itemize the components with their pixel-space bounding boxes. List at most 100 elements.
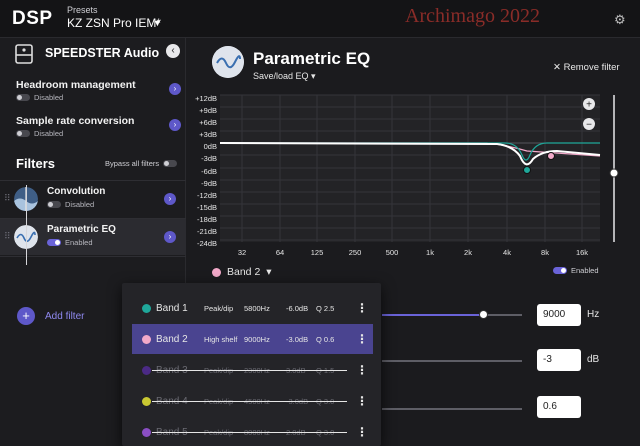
- chevron-down-icon[interactable]: ▼: [153, 18, 162, 28]
- parametric-eq-toggle[interactable]: [47, 239, 61, 246]
- add-filter-icon[interactable]: +: [17, 307, 35, 325]
- band-menu-item[interactable]: Band 3 Peak/dip 2300Hz 3.0dB Q 1.5 ⋮: [132, 355, 373, 385]
- band-menu-item[interactable]: Band 2 High shelf 9000Hz -3.0dB Q 0.6 ⋮: [132, 324, 373, 354]
- band-color-dot: [142, 396, 151, 406]
- speaker-icon: [15, 44, 33, 64]
- y-tick: +3dB: [199, 130, 217, 139]
- remove-filter-button[interactable]: ✕ Remove filter: [553, 62, 620, 73]
- band-toggle[interactable]: [553, 267, 567, 274]
- x-tick: 64: [275, 248, 285, 257]
- band-1-handle[interactable]: [523, 166, 531, 174]
- chevron-right-icon[interactable]: ›: [169, 119, 181, 131]
- y-tick: -6dB: [201, 167, 217, 176]
- band-enabled-label: Enabled: [571, 266, 599, 275]
- zoom-in-button[interactable]: +: [583, 98, 595, 111]
- output-gain-knob[interactable]: [609, 168, 619, 178]
- band-selector[interactable]: Band 2 ▾: [212, 266, 272, 278]
- filter-chain-line: [26, 185, 27, 265]
- page-title: Parametric EQ: [253, 49, 371, 68]
- sample-rate-setting[interactable]: Sample rate conversion Disabled ›: [16, 115, 181, 138]
- gain-unit: dB: [587, 354, 600, 365]
- band-enabled-toggle[interactable]: Enabled: [553, 266, 599, 275]
- filter-item-convolution[interactable]: ⠿ Convolution Disabled ›: [0, 181, 186, 217]
- band-frequency: 9000Hz: [244, 334, 270, 344]
- more-vertical-icon[interactable]: ⋮: [356, 425, 368, 439]
- eq-curve-icon: [212, 46, 244, 78]
- add-filter-button[interactable]: Add filter: [45, 311, 85, 322]
- frequency-input[interactable]: 9000: [537, 304, 581, 326]
- drag-handle-icon[interactable]: ⠿: [4, 231, 11, 241]
- remove-filter-label: Remove filter: [563, 62, 620, 73]
- band-color-dot: [142, 303, 151, 313]
- gain-slider-track[interactable]: [382, 360, 522, 362]
- y-tick: -15dB: [196, 203, 217, 212]
- device-name: SPEEDSTER Audio: [45, 46, 160, 60]
- combined-response-curve: [219, 142, 601, 166]
- more-vertical-icon[interactable]: ⋮: [356, 301, 368, 315]
- q-slider-track[interactable]: [382, 408, 522, 410]
- more-vertical-icon[interactable]: ⋮: [356, 363, 368, 377]
- more-vertical-icon[interactable]: ⋮: [356, 394, 368, 408]
- divider: [0, 256, 186, 257]
- bypass-all-filters[interactable]: Bypass all filters: [105, 159, 178, 168]
- frequency-slider-knob[interactable]: [479, 310, 489, 319]
- filter-item-parametric-eq[interactable]: ⠿ Parametric EQ Enabled ›: [0, 219, 186, 255]
- filter-name: Convolution: [47, 186, 106, 197]
- y-tick: -12dB: [196, 191, 217, 200]
- presets-label: Presets: [67, 5, 98, 15]
- filter-status: Enabled: [65, 238, 93, 247]
- q-input[interactable]: 0.6: [537, 396, 581, 418]
- band-menu-item[interactable]: Band 5 Peak/dip 8000Hz 2.0dB Q 3.0 ⋮: [132, 417, 373, 446]
- chevron-right-icon[interactable]: ›: [164, 231, 176, 243]
- eq-graph[interactable]: + −: [187, 93, 627, 268]
- disabled-strike: [152, 370, 347, 371]
- gear-icon[interactable]: ⚙: [614, 12, 626, 27]
- drag-handle-icon[interactable]: ⠿: [4, 193, 11, 203]
- band-color-dot: [142, 334, 151, 344]
- headroom-status: Disabled: [34, 93, 64, 102]
- close-icon: ✕: [553, 62, 561, 73]
- band-2-handle[interactable]: [547, 152, 555, 160]
- filter-name: Parametric EQ: [47, 224, 116, 235]
- chevron-down-icon: ▾: [266, 266, 272, 278]
- band-color-dot: [142, 365, 151, 375]
- frequency-unit: Hz: [587, 309, 600, 320]
- y-tick: +6dB: [199, 118, 217, 127]
- preset-selector[interactable]: KZ ZSN Pro IEM*: [67, 16, 162, 30]
- band-gain: -3.0dB: [286, 334, 309, 344]
- band-color-dot: [212, 267, 221, 277]
- band-name: Band 1: [156, 302, 188, 314]
- convolution-toggle[interactable]: [47, 201, 61, 208]
- headroom-status-row: Disabled: [16, 93, 181, 102]
- x-tick: 4k: [503, 248, 511, 257]
- band-menu-item[interactable]: Band 1 Peak/dip 5800Hz -6.0dB Q 2.5 ⋮: [132, 293, 373, 323]
- sidebar: SPEEDSTER Audio ‹ Headroom management Di…: [0, 38, 186, 446]
- bypass-toggle[interactable]: [163, 160, 178, 167]
- band-menu-item[interactable]: Band 4 Peak/dip 4500Hz -3.0dB Q 3.0 ⋮: [132, 386, 373, 416]
- x-tick: 125: [310, 248, 324, 257]
- band-q: Q 0.6: [316, 334, 335, 344]
- headroom-setting[interactable]: Headroom management Disabled ›: [16, 79, 181, 102]
- band-q: Q 2.5: [316, 303, 335, 313]
- headroom-toggle[interactable]: [16, 94, 30, 101]
- save-load-label: Save/load EQ: [253, 71, 309, 81]
- disabled-strike: [152, 432, 347, 433]
- chevron-right-icon[interactable]: ›: [164, 193, 176, 205]
- disabled-strike: [152, 401, 347, 402]
- divider: [0, 218, 186, 219]
- app-logo: DSP: [12, 8, 53, 29]
- y-tick: -18dB: [196, 215, 217, 224]
- svg-text:+: +: [586, 100, 592, 111]
- save-load-eq-dropdown[interactable]: Save/load EQ ▾: [253, 71, 316, 81]
- graph-grid: [220, 94, 600, 242]
- x-tick: 250: [348, 248, 362, 257]
- sample-rate-toggle[interactable]: [16, 130, 30, 137]
- filter-status-row: Enabled: [47, 238, 93, 247]
- sample-rate-status: Disabled: [34, 129, 64, 138]
- x-tick: 32: [237, 248, 247, 257]
- zoom-out-button[interactable]: −: [583, 118, 595, 131]
- chevron-right-icon[interactable]: ›: [169, 83, 181, 95]
- chevron-left-icon[interactable]: ‹: [166, 44, 180, 58]
- gain-input[interactable]: -3: [537, 349, 581, 371]
- more-vertical-icon[interactable]: ⋮: [356, 332, 368, 346]
